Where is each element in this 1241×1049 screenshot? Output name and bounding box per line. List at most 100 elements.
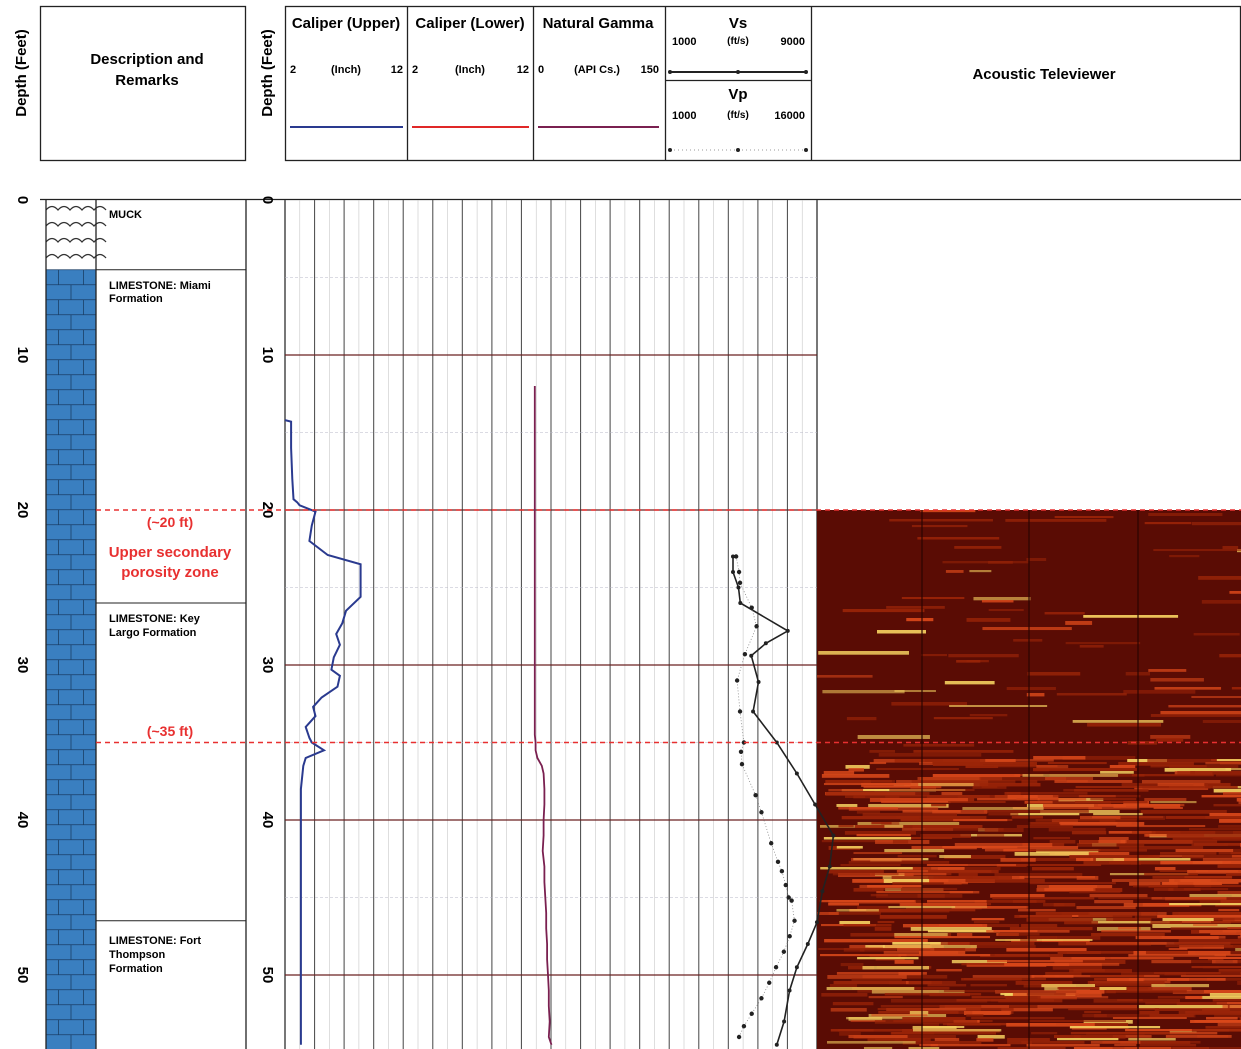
televiewer-streak [1140,810,1227,814]
televiewer-streak [1120,1041,1191,1045]
televiewer-streak [826,987,915,991]
vp-point [786,895,791,900]
televiewer-streak [1164,972,1241,976]
vp-unit: (ft/s) [727,110,749,121]
vp-point [739,762,745,767]
televiewer-streak [880,1005,982,1008]
televiewer-streak [911,525,968,528]
televiewer-streak [1012,807,1102,810]
depth-markers [96,509,1241,744]
televiewer-streak [1191,696,1241,699]
televiewer-streak [1138,1005,1228,1009]
televiewer-streak [894,936,991,939]
televiewer-streak [993,765,1058,768]
televiewer-streak [921,654,948,657]
televiewer-streak [973,783,1041,787]
televiewer-streak [1031,1032,1058,1035]
depth-tick-label-left: 10 [14,347,31,364]
televiewer-streak [832,873,899,876]
televiewer-streak [910,927,992,931]
televiewer-streak [1042,804,1127,808]
televiewer-streak [1174,942,1241,945]
televiewer-streak [951,960,1007,964]
televiewer-streak [1036,888,1096,892]
televiewer-streak [1175,849,1234,853]
televiewer-streak [970,984,1007,987]
televiewer-streak [888,906,988,909]
televiewer-streak [944,681,995,685]
televiewer-streak [1150,714,1241,717]
televiewer-streak [1216,774,1241,777]
televiewer-streak [1013,639,1043,642]
televiewer-streak [1053,903,1076,907]
televiewer-streak [1118,927,1141,930]
televiewer-streak [1168,948,1188,951]
televiewer-streak [863,786,942,789]
televiewer-streak [961,963,1028,966]
televiewer-streak [836,909,879,912]
televiewer-streak [1090,858,1191,861]
televiewer-streak [891,876,973,880]
televiewer-streak [1099,819,1137,823]
televiewer-streak [828,789,887,792]
televiewer-streak [1190,960,1216,964]
televiewer-streak [840,963,864,967]
televiewer-streak [974,900,1046,903]
televiewer-streak [894,960,914,964]
televiewer-streak [1045,777,1094,781]
televiewer-streak [1218,969,1241,973]
vs-unit: (ft/s) [727,36,749,47]
televiewer-streak [1160,852,1217,855]
televiewer-streak [949,891,980,894]
televiewer-streak [1001,1008,1053,1012]
televiewer-streak [1006,948,1087,952]
televiewer-streak [1162,882,1239,885]
televiewer-streak [1182,855,1241,859]
televiewer-streak [1172,912,1241,916]
fort-label-line1: LIMESTONE: Fort [109,935,201,947]
depth-tick-label-left: 20 [14,502,31,519]
televiewer-streak [848,861,950,864]
televiewer-streak [995,990,1101,994]
televiewer-streak [1225,768,1241,771]
televiewer-streak [977,1035,1005,1039]
televiewer-streak [970,945,1036,949]
televiewer-streak [1131,774,1214,777]
televiewer-streak [885,795,990,798]
televiewer-streak [850,1020,886,1023]
televiewer-streak [1201,600,1241,604]
televiewer-streak [1065,642,1141,645]
caliper-upper-max: 12 [391,64,403,76]
vs-point [813,802,818,807]
televiewer-streak [1152,876,1233,879]
vp-point [738,749,744,754]
televiewer-streak [972,975,1035,978]
televiewer-streak [994,954,1050,957]
televiewer-streak [933,762,1037,766]
televiewer-streak [1037,1005,1138,1009]
televiewer-streak [1148,669,1187,672]
televiewer-streak [1041,984,1096,988]
televiewer-streak [892,942,948,945]
televiewer-streak [857,906,890,910]
televiewer-streak [1216,759,1241,762]
depth-tick-label-left: 30 [14,657,31,674]
televiewer-streak [1142,786,1211,789]
televiewer-streak [1094,1014,1196,1018]
televiewer-streak [1201,795,1241,798]
televiewer-streak [1033,768,1050,772]
televiewer-streak [851,978,902,981]
televiewer-streak [941,792,963,796]
televiewer-streak [1166,834,1241,838]
televiewer-streak [1015,981,1073,985]
televiewer-streak [984,828,1024,832]
televiewer-streak [1048,885,1113,889]
televiewer-streak [1159,870,1208,873]
description-header-box [39,5,247,162]
televiewer-streak [1180,975,1241,978]
televiewer-streak [953,819,1008,822]
televiewer-streak [1075,786,1170,789]
televiewer-streak [1005,519,1107,522]
televiewer-streak [1165,945,1234,948]
televiewer-streak [1193,783,1231,787]
